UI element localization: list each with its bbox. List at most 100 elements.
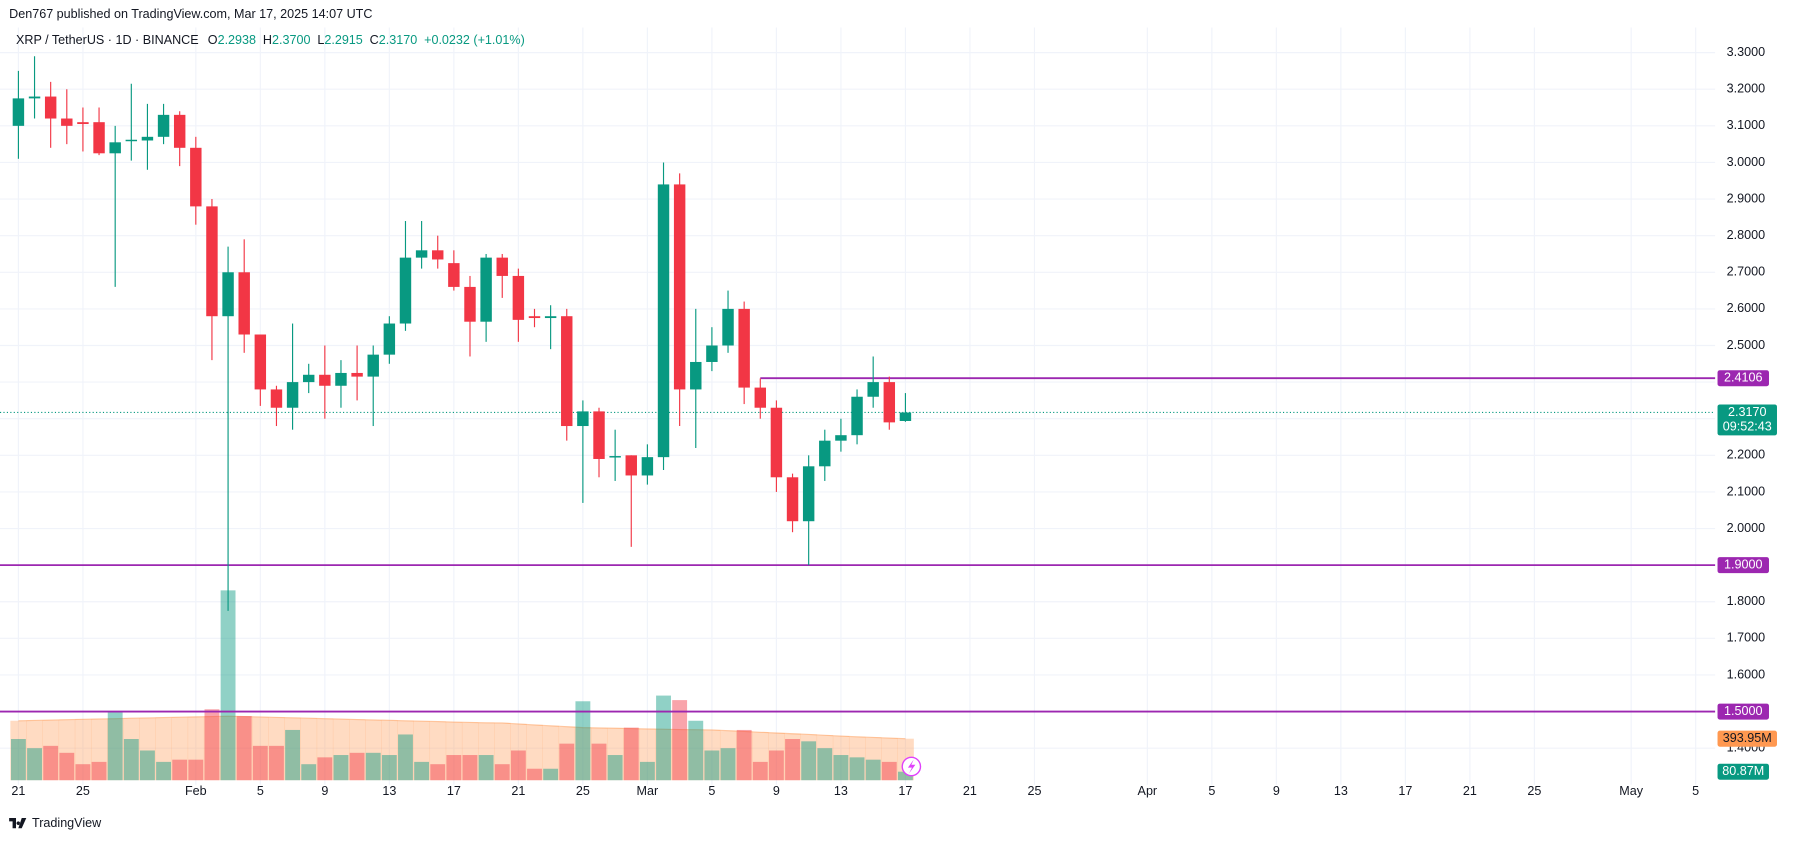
volume-last-box <box>1717 763 1769 780</box>
x-tick-label: 25 <box>576 784 590 798</box>
volume-ma-area <box>10 720 27 781</box>
volume-bar <box>381 755 397 781</box>
candle-body <box>125 139 138 142</box>
candle-body <box>641 457 654 476</box>
x-tick-label: 17 <box>1398 784 1412 798</box>
candle-body <box>399 257 412 324</box>
volume-bar <box>220 590 236 781</box>
volume-bar <box>91 761 107 781</box>
volume-ma-area <box>768 732 785 781</box>
volume-bar <box>252 745 268 781</box>
axes: 1.40001.50001.60001.70001.80001.90002.00… <box>11 45 1777 798</box>
candle-body <box>77 122 89 125</box>
volume-ma-area <box>236 716 253 781</box>
candle-body <box>512 275 525 320</box>
volume-bar <box>559 743 575 781</box>
ohlc-value: 2.3170 <box>379 34 417 48</box>
x-tick-label: 17 <box>898 784 912 798</box>
candle-body <box>561 316 573 427</box>
x-tick-label: 21 <box>963 784 977 798</box>
volume-bar <box>140 750 155 781</box>
volume-ma-area <box>752 732 769 781</box>
y-tick-label: 2.7000 <box>1727 265 1765 279</box>
candle-body <box>351 372 363 377</box>
volume-bar <box>527 768 542 781</box>
volume-bar <box>656 695 671 781</box>
volume-ma-area <box>639 728 656 781</box>
candle-body <box>335 372 347 386</box>
y-tick-label: 2.1000 <box>1727 484 1765 498</box>
volume-bar <box>672 700 688 781</box>
volume-ma-area <box>461 722 479 781</box>
volume-ma-area <box>268 717 285 781</box>
y-tick-label: 2.2000 <box>1727 448 1765 462</box>
volume-ma-area <box>139 717 156 781</box>
candle-body <box>899 412 912 421</box>
volume-ma-area <box>800 734 818 781</box>
y-tick-label: 2.6000 <box>1727 301 1765 315</box>
publish-note: Den767 published on TradingView.com, Mar… <box>9 7 372 21</box>
volume-ma-area <box>719 730 737 781</box>
plot-area <box>0 27 1716 785</box>
volume-bar <box>494 764 510 781</box>
volume-bar <box>43 745 59 781</box>
volume-bar <box>301 764 317 781</box>
volume-ma-area <box>26 720 43 781</box>
y-tick-label: 2.8000 <box>1727 228 1765 242</box>
volume-bar <box>236 716 252 781</box>
volume-ma-area <box>58 719 76 781</box>
x-tick-label: 13 <box>1334 784 1348 798</box>
candle-body <box>432 250 444 260</box>
volume-bar <box>156 761 171 781</box>
candle-body <box>867 382 879 397</box>
candle-body <box>819 440 831 467</box>
x-tick-label: 25 <box>1527 784 1541 798</box>
volume-ma-box <box>1717 730 1777 747</box>
candle-body <box>835 435 847 441</box>
candle-body <box>254 334 267 390</box>
volume-ma-area <box>607 728 624 781</box>
volume-bar <box>833 755 849 781</box>
candle-body <box>448 263 460 287</box>
candle-body <box>593 411 605 459</box>
x-tick-label: 13 <box>834 784 848 798</box>
candle-body <box>802 466 815 522</box>
volume-bar <box>623 727 639 781</box>
volume-bar <box>172 759 188 781</box>
candle-body <box>286 382 299 408</box>
volume-ma-area <box>832 736 850 781</box>
candle-body <box>496 257 508 276</box>
candle-body <box>93 122 105 154</box>
candle-body <box>577 411 589 427</box>
volume-bar <box>446 755 462 781</box>
candle-body <box>770 407 783 478</box>
x-tick-label: 25 <box>1027 784 1041 798</box>
y-tick-label: 1.6000 <box>1727 667 1765 681</box>
volume-bar <box>849 757 865 781</box>
y-tick-label: 1.8000 <box>1727 594 1765 608</box>
ohlc-value: 2.2938 <box>218 34 256 48</box>
volume-ma-area <box>671 729 689 781</box>
ohlc-key: O <box>208 34 218 48</box>
volume-ma-area <box>590 727 608 781</box>
x-tick-label: 9 <box>1273 784 1280 798</box>
candle-body <box>383 323 396 355</box>
volume-ma-area <box>655 729 672 781</box>
volume-ma-area <box>74 719 92 781</box>
volume-bar <box>801 741 817 781</box>
candle-body <box>61 118 73 126</box>
candle-body <box>12 98 25 126</box>
volume-ma-area <box>107 718 124 781</box>
candle-body <box>28 96 41 99</box>
candle-body <box>141 136 154 141</box>
footer-brand: TradingView <box>32 816 102 830</box>
volume-ma-area <box>687 729 705 781</box>
x-tick-label: 17 <box>447 784 461 798</box>
volume-bar <box>688 720 704 781</box>
change: +0.0232 (+1.01%) <box>424 34 525 48</box>
candle-body <box>190 147 202 207</box>
candle-body <box>786 477 799 522</box>
volume-bar <box>349 752 365 781</box>
level-box <box>1717 370 1769 387</box>
candle-body <box>528 316 541 319</box>
